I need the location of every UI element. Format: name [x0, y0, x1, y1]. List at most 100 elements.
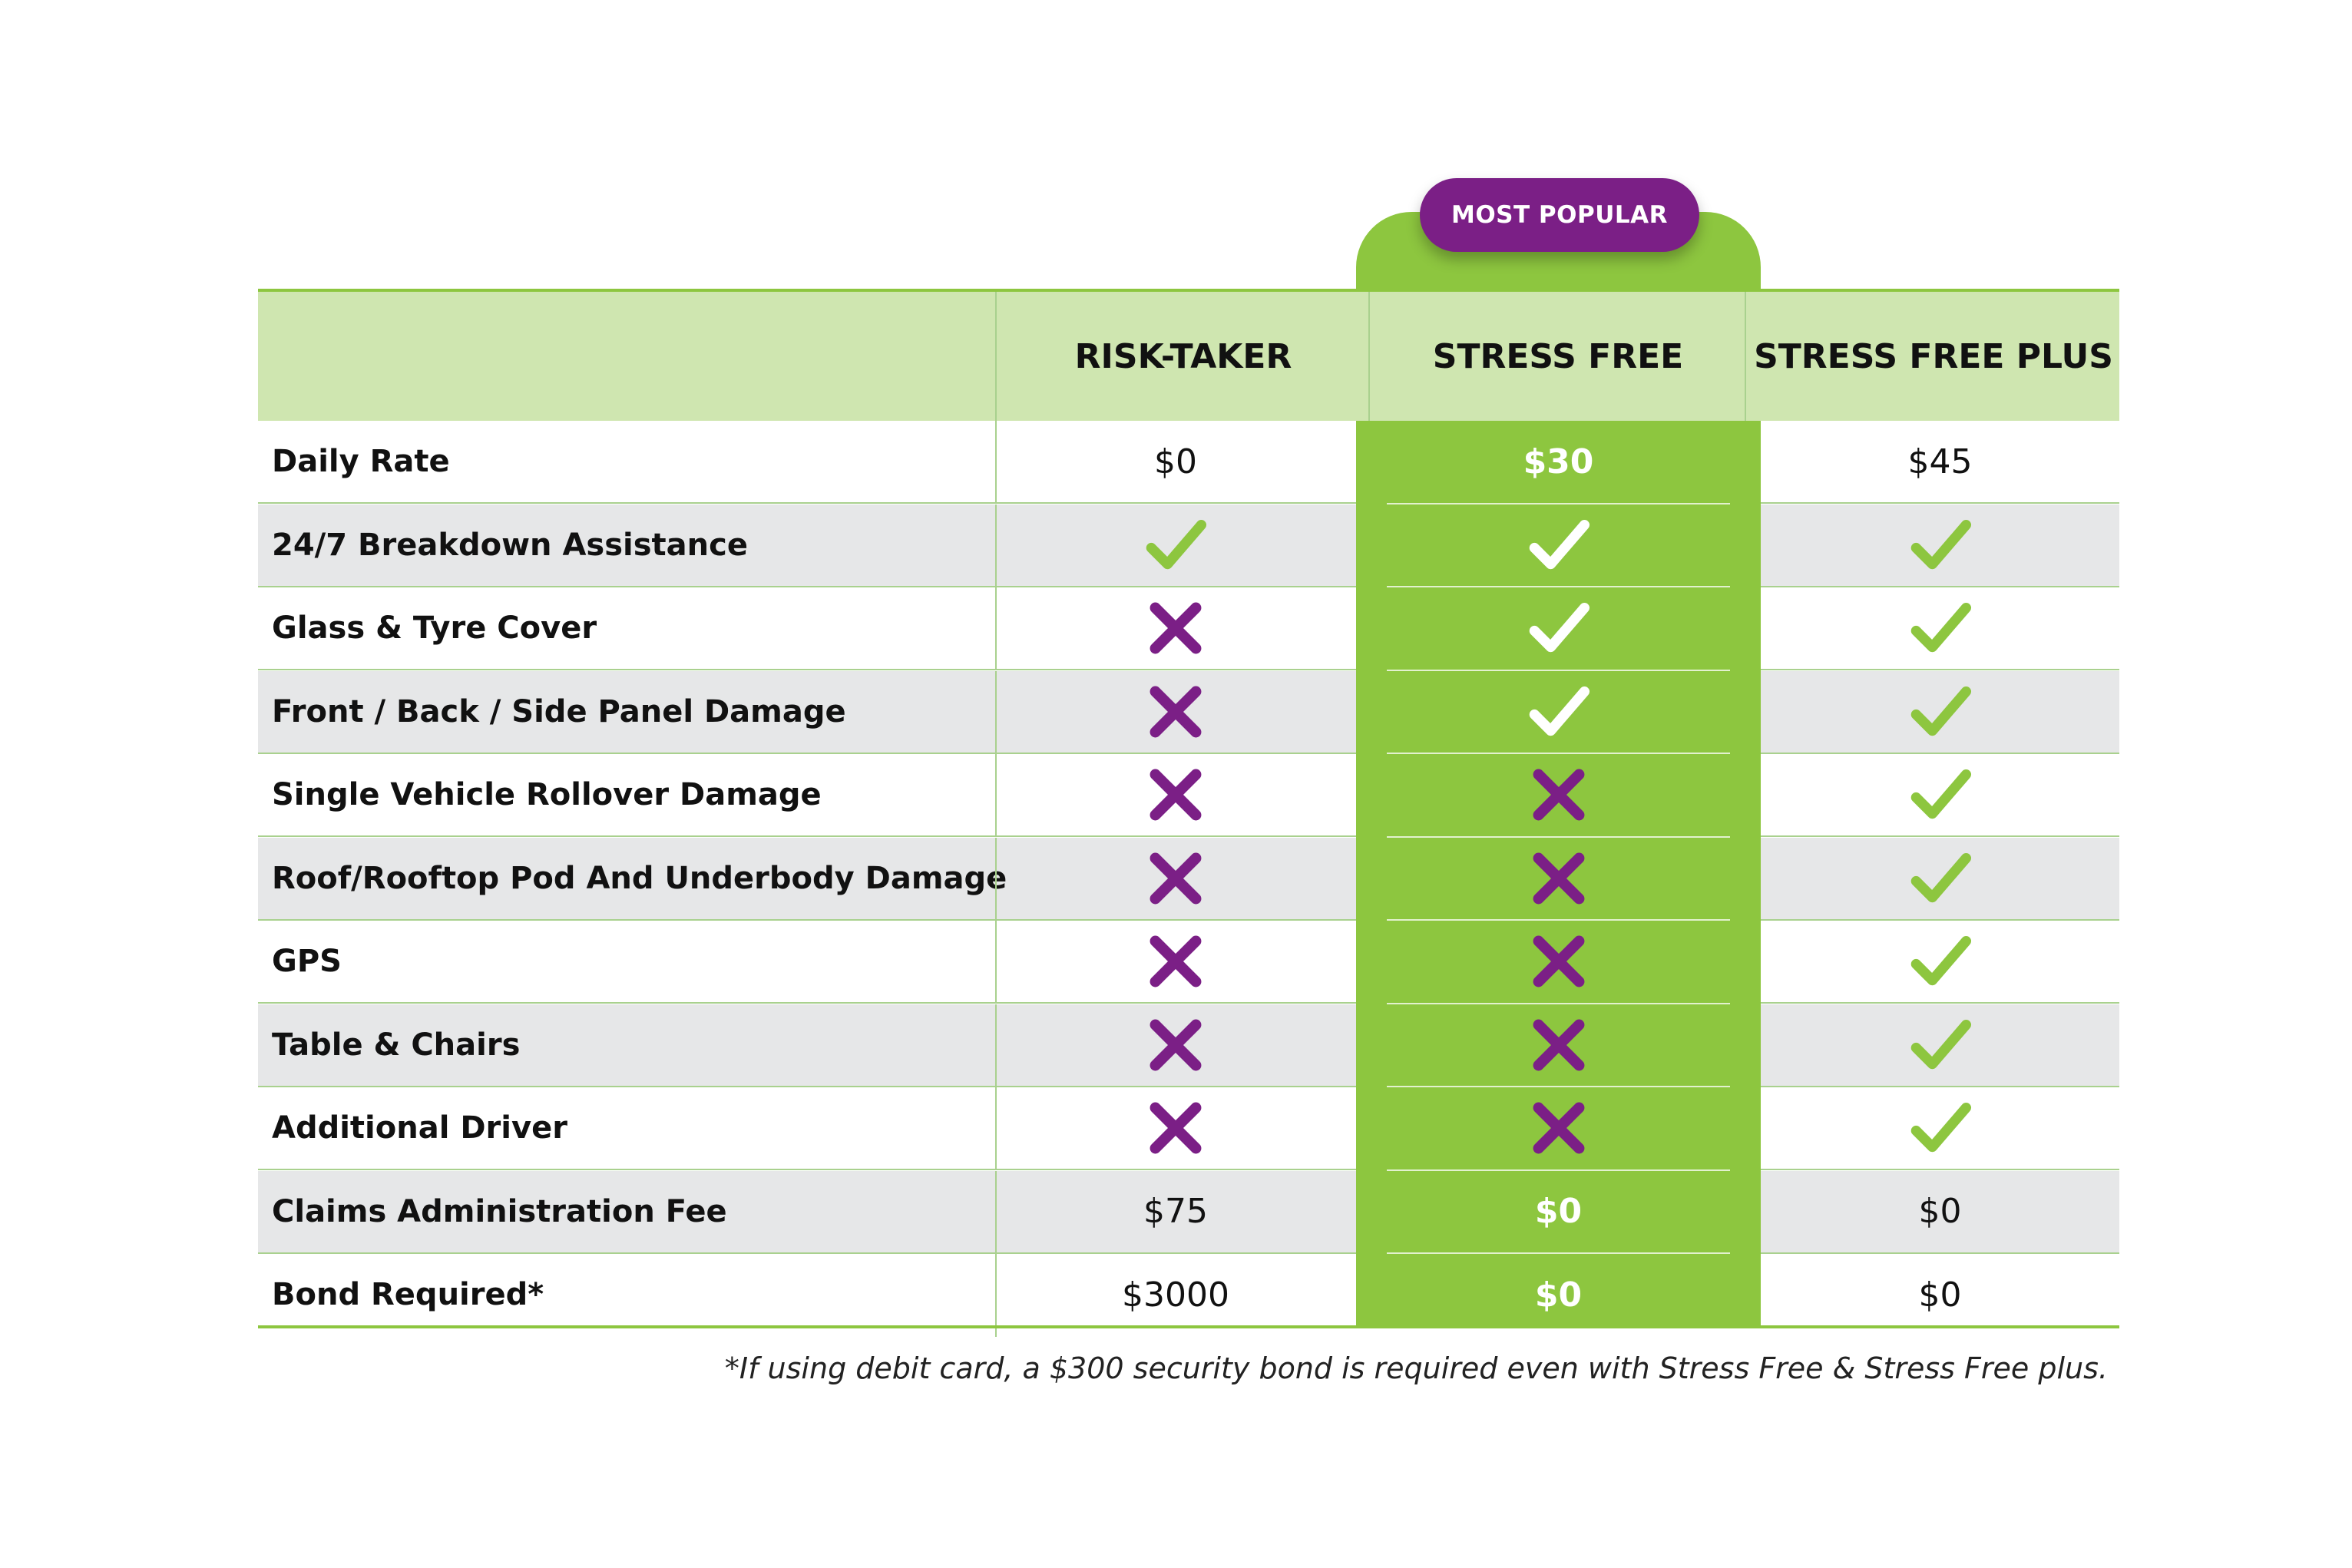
row-cells: $0 $30 $45	[258, 421, 2119, 504]
price-value: $3000	[1122, 1275, 1229, 1315]
cross-icon	[995, 754, 1356, 835]
highlight-row-divider	[1387, 586, 1730, 587]
row-cells	[258, 587, 2119, 670]
row-divider	[258, 502, 2119, 504]
check-icon	[995, 504, 1356, 586]
check-icon	[1761, 921, 2119, 1002]
price-value: $0	[1918, 1275, 1962, 1315]
header-empty-cell	[258, 292, 995, 421]
table-row: Single Vehicle Rollover Damage	[258, 754, 2119, 837]
column-divider	[995, 1170, 997, 1254]
price-value: $0	[1154, 442, 1197, 481]
table-row: Roof/Rooftop Pod And Underbody Damage	[258, 837, 2119, 921]
table-row: Claims Administration Fee $75 $0 $0	[258, 1170, 2119, 1254]
price-value: $45	[1907, 442, 1973, 481]
table-row: Front / Back / Side Panel Damage	[258, 670, 2119, 754]
cross-icon	[1356, 1004, 1761, 1086]
price-value: $0	[1534, 1275, 1583, 1315]
check-icon	[1761, 587, 2119, 669]
price-value: $75	[1143, 1192, 1208, 1231]
row-cells	[258, 671, 2119, 754]
row-divider	[258, 585, 2119, 587]
row-cells: $75 $0 $0	[258, 1171, 2119, 1254]
table-row: 24/7 Breakdown Assistance	[258, 504, 2119, 587]
highlight-row-divider	[1387, 919, 1730, 921]
check-icon	[1761, 754, 2119, 835]
table-row: Daily Rate $0 $30 $45	[258, 421, 2119, 504]
row-divider	[258, 835, 2119, 837]
row-cells	[258, 921, 2119, 1004]
row-divider	[258, 1252, 2119, 1254]
highlight-row-divider	[1387, 1086, 1730, 1087]
column-header-risk-taker: RISK-TAKER	[995, 292, 1370, 421]
column-divider	[995, 1004, 997, 1087]
row-cells	[258, 838, 2119, 921]
row-label: GPS	[272, 944, 342, 979]
highlight-row-divider	[1387, 1169, 1730, 1171]
row-label: Front / Back / Side Panel Damage	[272, 693, 846, 729]
cross-icon	[995, 1087, 1356, 1169]
cross-icon	[995, 587, 1356, 669]
table-row: GPS	[258, 921, 2119, 1004]
column-divider	[995, 587, 997, 670]
table-row: Additional Driver	[258, 1087, 2119, 1170]
row-divider	[258, 1085, 2119, 1087]
row-divider	[258, 669, 2119, 670]
row-label: Table & Chairs	[272, 1027, 521, 1063]
table-row: Table & Chairs	[258, 1004, 2119, 1087]
cross-icon	[995, 1004, 1356, 1086]
footnote: *If using debit card, a $300 security bo…	[724, 1351, 2108, 1385]
row-cells	[258, 1087, 2119, 1170]
column-divider	[995, 754, 997, 837]
row-divider	[258, 1169, 2119, 1170]
table-row: Bond Required* $3000 $0 $0	[258, 1254, 2119, 1337]
column-divider	[995, 921, 997, 1004]
column-divider	[995, 421, 997, 504]
row-divider	[258, 752, 2119, 754]
column-divider	[995, 837, 997, 921]
check-icon	[1356, 504, 1761, 586]
check-icon	[1356, 671, 1761, 753]
column-header-stress-free: STRESS FREE	[1368, 292, 1746, 421]
column-divider	[995, 1254, 997, 1337]
cross-icon	[1356, 1087, 1761, 1169]
highlight-row-divider	[1387, 502, 1730, 504]
column-divider	[995, 1087, 997, 1170]
row-cells	[258, 1004, 2119, 1087]
row-label: Daily Rate	[272, 444, 450, 479]
column-divider	[995, 670, 997, 754]
check-icon	[1761, 1087, 2119, 1169]
row-label: Bond Required*	[272, 1277, 544, 1312]
column-header-stress-free-plus: STRESS FREE PLUS	[1745, 292, 2121, 421]
highlight-row-divider	[1387, 1002, 1730, 1004]
row-label: 24/7 Breakdown Assistance	[272, 527, 748, 563]
price-value: $30	[1523, 442, 1594, 481]
table-header: RISK-TAKER STRESS FREE STRESS FREE PLUS	[258, 292, 2119, 421]
cross-icon	[1356, 921, 1761, 1002]
row-cells	[258, 754, 2119, 837]
cross-icon	[995, 838, 1356, 919]
table-bottom-border	[258, 1325, 2119, 1328]
table-top-border	[258, 289, 2119, 292]
row-label: Additional Driver	[272, 1110, 567, 1146]
table-row: Glass & Tyre Cover	[258, 587, 2119, 670]
check-icon	[1761, 671, 2119, 753]
row-label: Glass & Tyre Cover	[272, 610, 597, 646]
row-label: Claims Administration Fee	[272, 1193, 727, 1229]
cross-icon	[1356, 838, 1761, 919]
highlight-row-divider	[1387, 669, 1730, 671]
check-icon	[1356, 587, 1761, 669]
price-value: $0	[1918, 1192, 1962, 1231]
check-icon	[1761, 1004, 2119, 1086]
cross-icon	[995, 671, 1356, 753]
highlight-row-divider	[1387, 753, 1730, 754]
row-label: Roof/Rooftop Pod And Underbody Damage	[272, 860, 1007, 896]
price-value: $0	[1534, 1192, 1583, 1231]
column-divider	[995, 504, 997, 587]
row-divider	[258, 918, 2119, 921]
cross-icon	[995, 921, 1356, 1002]
check-icon	[1761, 838, 2119, 919]
cross-icon	[1356, 754, 1761, 835]
row-cells	[258, 504, 2119, 587]
